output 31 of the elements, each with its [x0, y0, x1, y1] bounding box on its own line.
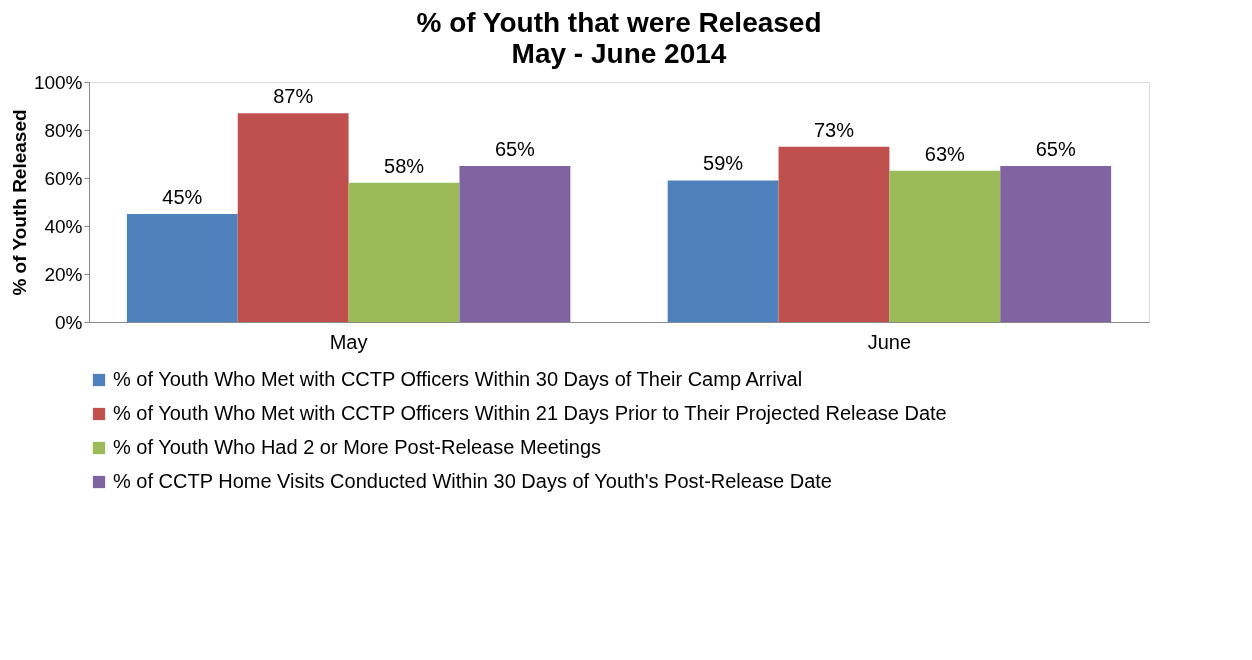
- bar: [889, 170, 1001, 322]
- y-tick-label: 0%: [55, 311, 83, 333]
- legend-label: % of Youth Who Had 2 or More Post-Release Meetings: [113, 436, 602, 458]
- chart-subtitle: May - June 2014: [511, 38, 727, 69]
- data-label: 58%: [384, 154, 425, 177]
- bar: [348, 182, 460, 322]
- data-label: 65%: [1035, 138, 1076, 160]
- data-label: 45%: [162, 186, 203, 208]
- data-label: 73%: [813, 118, 855, 141]
- bar: [1000, 166, 1112, 322]
- bar: [126, 214, 238, 322]
- bar: [237, 113, 349, 322]
- x-tick-label: May: [329, 330, 368, 353]
- chart-title: % of Youth that were Released: [416, 7, 822, 38]
- bar: [667, 180, 779, 322]
- bar: [459, 166, 571, 322]
- legend-label: % of CCTP Home Visits Conducted Within 30 Days of Youth's Post-Release Date: [113, 470, 832, 492]
- y-axis-title: % of Youth Released: [8, 109, 30, 296]
- data-label: 59%: [703, 152, 744, 175]
- y-tick-label: 80%: [44, 119, 83, 141]
- y-tick-label: 60%: [44, 167, 83, 189]
- y-tick-label: 100%: [33, 71, 83, 93]
- y-tick-label: 40%: [44, 215, 83, 237]
- data-label: 65%: [494, 138, 536, 160]
- data-label: 63%: [924, 142, 966, 165]
- x-tick-label: June: [867, 330, 912, 353]
- legend-label: % of Youth Who Met with CCTP Officers Within 21 Days Prior to Their Projected Release Date: [113, 402, 947, 424]
- legend-label: % of Youth Who Met with CCTP Officers Within 30 Days of Their Camp Arrival: [113, 368, 803, 390]
- bar: [778, 146, 890, 322]
- y-tick-label: 20%: [44, 263, 83, 285]
- data-label: 87%: [273, 85, 314, 108]
